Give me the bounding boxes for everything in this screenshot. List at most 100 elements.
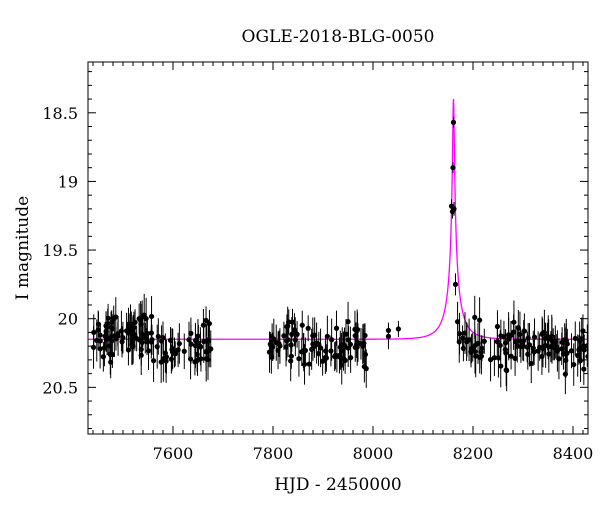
data-point — [273, 340, 279, 346]
data-point — [197, 344, 204, 350]
data-point — [323, 355, 330, 361]
data-point — [347, 341, 354, 347]
data-point — [108, 324, 114, 331]
data-point — [138, 352, 144, 358]
data-point — [109, 351, 115, 358]
data-point — [464, 337, 470, 343]
data-point — [277, 343, 283, 349]
data-point — [181, 348, 187, 354]
data-point — [345, 337, 352, 343]
data-point — [291, 327, 298, 333]
data-point — [518, 344, 524, 350]
data-point — [141, 312, 147, 318]
data-point — [528, 360, 534, 367]
data-point — [158, 359, 164, 365]
data-point — [472, 314, 478, 320]
x-tick-label: 7800 — [253, 444, 294, 463]
data-point — [554, 348, 561, 354]
data-point — [481, 338, 487, 344]
data-point — [568, 348, 575, 354]
data-point — [201, 338, 207, 345]
data-point — [328, 348, 334, 354]
data-point — [283, 344, 289, 350]
data-point — [288, 358, 294, 364]
data-point — [195, 333, 201, 339]
data-point — [284, 338, 290, 344]
data-point — [354, 344, 360, 350]
data-point — [130, 330, 136, 336]
data-point — [576, 347, 582, 353]
data-point — [119, 339, 125, 345]
data-point — [203, 317, 209, 323]
data-point — [564, 341, 570, 347]
data-point — [310, 333, 316, 339]
data-point — [289, 319, 296, 325]
y-tick-label: 20.5 — [42, 378, 78, 397]
data-point — [494, 323, 501, 330]
data-point — [559, 339, 565, 345]
data-point — [115, 331, 121, 337]
data-point — [125, 347, 132, 353]
data-point — [301, 361, 308, 367]
data-point — [345, 319, 351, 325]
data-point — [104, 336, 110, 342]
x-tick-label: 7600 — [153, 444, 194, 463]
data-point — [502, 340, 509, 346]
data-point — [268, 343, 274, 349]
x-tick-label: 8400 — [553, 444, 594, 463]
data-point — [521, 338, 527, 344]
data-point — [118, 328, 125, 334]
data-point — [451, 206, 457, 212]
data-point — [355, 339, 361, 346]
plot-frame — [87, 61, 589, 435]
data-point — [332, 352, 339, 358]
y-tick-label: 20 — [58, 310, 78, 329]
data-point — [581, 347, 587, 353]
data-point — [284, 324, 290, 330]
data-point — [517, 331, 523, 337]
data-point — [194, 351, 200, 357]
data-point — [504, 367, 510, 374]
data-point — [550, 341, 556, 347]
data-point — [544, 333, 551, 340]
data-point — [154, 344, 160, 350]
data-point — [468, 349, 474, 355]
x-axis-label: HJD - 2450000 — [274, 475, 402, 495]
data-point — [491, 355, 497, 361]
data-point — [508, 353, 514, 359]
data-point — [205, 337, 212, 343]
data-point — [540, 345, 546, 352]
data-point — [281, 333, 287, 339]
data-point — [472, 342, 478, 349]
y-axis-label: I magnitude — [13, 196, 33, 300]
data-point — [320, 358, 326, 364]
data-point — [510, 329, 517, 335]
data-point — [150, 358, 157, 364]
data-point — [305, 325, 311, 331]
data-point — [580, 328, 586, 334]
data-point — [299, 322, 305, 328]
data-point — [125, 324, 132, 331]
y-tick-label: 18.5 — [42, 104, 78, 123]
data-point — [176, 340, 182, 347]
data-point — [506, 336, 512, 342]
data-point — [288, 342, 294, 348]
data-point — [306, 361, 312, 367]
model-curve — [88, 99, 588, 340]
data-point — [362, 332, 368, 339]
data-point — [498, 333, 504, 339]
data-point — [473, 353, 479, 359]
data-point — [203, 356, 209, 362]
data-point — [132, 319, 138, 325]
data-point — [113, 314, 119, 320]
data-point — [525, 335, 531, 341]
data-point — [495, 355, 502, 361]
data-point — [144, 339, 150, 345]
axis-ticks — [88, 62, 588, 434]
data-point — [531, 349, 537, 355]
data-point — [301, 349, 307, 355]
data-point — [385, 333, 392, 339]
data-point — [313, 340, 320, 346]
data-point — [324, 333, 330, 339]
